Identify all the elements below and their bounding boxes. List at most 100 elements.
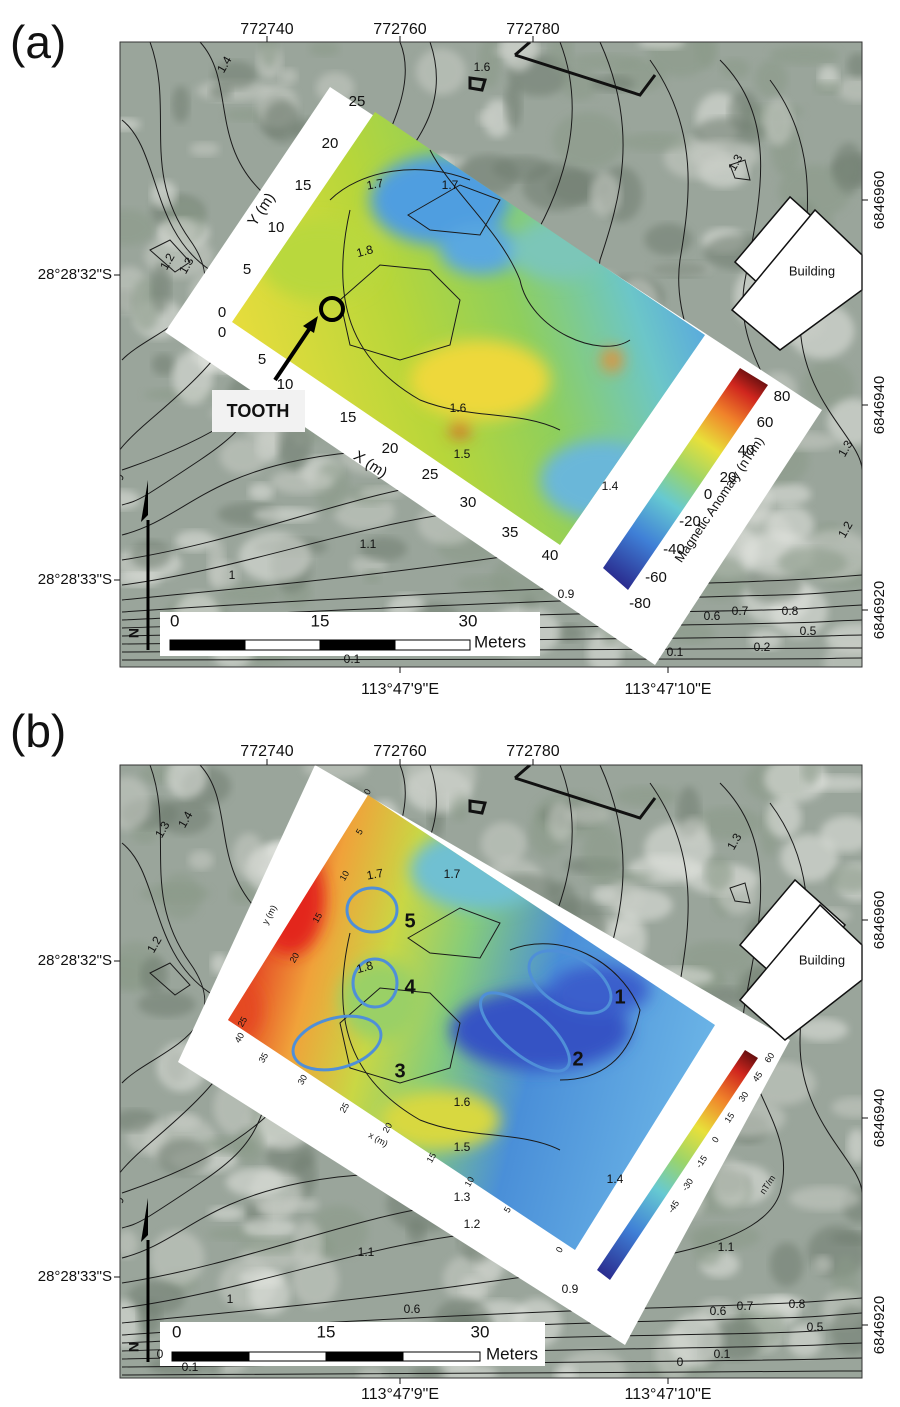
texture-blob	[364, 570, 381, 584]
building-label: Building	[789, 263, 835, 278]
texture-blob	[770, 1243, 804, 1287]
contour-label: 0	[157, 1347, 164, 1361]
texture-blob	[166, 756, 207, 798]
contour-label: 0.9	[558, 587, 575, 601]
contour-label: 0.6	[710, 1304, 727, 1318]
texture-blob	[151, 180, 177, 208]
scale-tick: 0	[172, 1322, 181, 1341]
easting-label: 772780	[506, 743, 559, 760]
survey-x-tick: 5	[258, 351, 266, 368]
texture-blob	[590, 173, 621, 217]
contour-label: 1	[229, 568, 236, 582]
contour-label: 1.7	[365, 176, 384, 193]
texture-blob	[801, 749, 819, 787]
survey-y-tick: 0	[218, 304, 226, 321]
texture-blob	[103, 776, 151, 829]
northing-label: 6846960	[871, 891, 888, 949]
latitude-label: 28°28'32"S	[38, 266, 112, 283]
contour-label: 1.6	[474, 60, 491, 74]
contour-label: 0.2	[754, 640, 771, 654]
colorbar-tick: 40	[738, 442, 755, 459]
scale-tick: 15	[317, 1322, 336, 1341]
easting-label: 772780	[506, 21, 559, 38]
northing-label: 6846920	[871, 1296, 888, 1354]
texture-blob	[236, 1127, 264, 1164]
texture-blob	[621, 133, 690, 152]
texture-blob	[720, 58, 750, 79]
texture-blob	[226, 1168, 285, 1197]
texture-blob	[259, 1198, 294, 1218]
texture-blob	[101, 118, 141, 131]
texture-blob	[547, 801, 574, 842]
longitude-label: 113°47'9"E	[361, 681, 439, 698]
contour-label: 1	[227, 1292, 234, 1306]
latitude-label: 28°28'33"S	[38, 1268, 112, 1285]
texture-blob	[553, 112, 625, 168]
contour-label: 0.1	[182, 1360, 199, 1374]
texture-blob	[680, 817, 708, 847]
texture-blob	[270, 469, 332, 494]
contour-label: 0.5	[800, 624, 817, 638]
texture-blob	[689, 140, 760, 172]
texture-blob	[583, 826, 622, 877]
northing-label: 6846960	[871, 171, 888, 229]
texture-blob	[172, 86, 190, 123]
texture-blob	[769, 45, 839, 65]
texture-blob	[814, 81, 841, 95]
texture-blob	[615, 786, 678, 807]
easting-label: 772760	[373, 743, 426, 760]
contour-label: 1.1	[360, 537, 377, 551]
texture-blob	[189, 142, 219, 156]
texture-blob	[813, 1255, 832, 1273]
contour-label: 0.7	[737, 1299, 754, 1313]
contour-label: 1.7	[365, 866, 384, 883]
anomaly-label: 2	[572, 1048, 583, 1070]
contour-label: 0	[677, 1355, 684, 1369]
texture-blob	[763, 98, 793, 145]
texture-blob	[233, 833, 265, 877]
survey-x-tick: 10	[277, 376, 294, 393]
survey-x-tick: 40	[542, 547, 559, 564]
contour-label: 0.1	[667, 645, 684, 659]
northing-label: 6846920	[871, 581, 888, 639]
texture-blob	[407, 1219, 425, 1243]
texture-blob	[309, 41, 340, 56]
texture-blob	[695, 28, 718, 67]
texture-blob	[705, 857, 733, 892]
texture-blob	[150, 1230, 205, 1285]
colorbar-tick: 80	[774, 388, 791, 405]
scale-tick: 0	[170, 611, 179, 630]
texture-blob	[243, 1217, 297, 1238]
scale-unit: Meters	[486, 1344, 538, 1363]
contour-label: 0.1	[714, 1347, 731, 1361]
texture-blob	[293, 1221, 323, 1266]
texture-blob	[789, 1186, 860, 1211]
survey-x-tick: 30	[460, 494, 477, 511]
survey-x-tick: 25	[422, 466, 439, 483]
longitude-label: 113°47'9"E	[361, 1386, 439, 1403]
contour-label: 1.2	[464, 1217, 481, 1231]
anomaly-label: 5	[404, 910, 415, 932]
contour-label: 0.9	[562, 1282, 579, 1296]
texture-blob	[522, 163, 592, 211]
texture-blob	[504, 82, 521, 128]
survey-x-tick: 0	[218, 324, 226, 341]
contour-label: 0.8	[782, 604, 799, 618]
panel-label: (b)	[10, 705, 66, 757]
survey-y-tick: 10	[268, 219, 285, 236]
survey-y-tick: 15	[295, 177, 312, 194]
latitude-label: 28°28'32"S	[38, 952, 112, 969]
colorbar-tick: -60	[645, 569, 667, 586]
contour-label: 0.1	[344, 652, 361, 666]
texture-blob	[605, 881, 645, 915]
texture-blob	[239, 532, 312, 582]
longitude-label: 113°47'10"E	[625, 681, 712, 698]
contour-label: 1.3	[454, 1190, 471, 1204]
easting-label: 772760	[373, 21, 426, 38]
contour-label: 1.6	[454, 1095, 471, 1109]
scale-tick: 30	[471, 1322, 490, 1341]
annotation: TOOTH	[227, 401, 290, 421]
contour-label: 1.7	[444, 867, 461, 881]
texture-blob	[220, 438, 267, 475]
longitude-label: 113°47'10"E	[625, 1386, 712, 1403]
